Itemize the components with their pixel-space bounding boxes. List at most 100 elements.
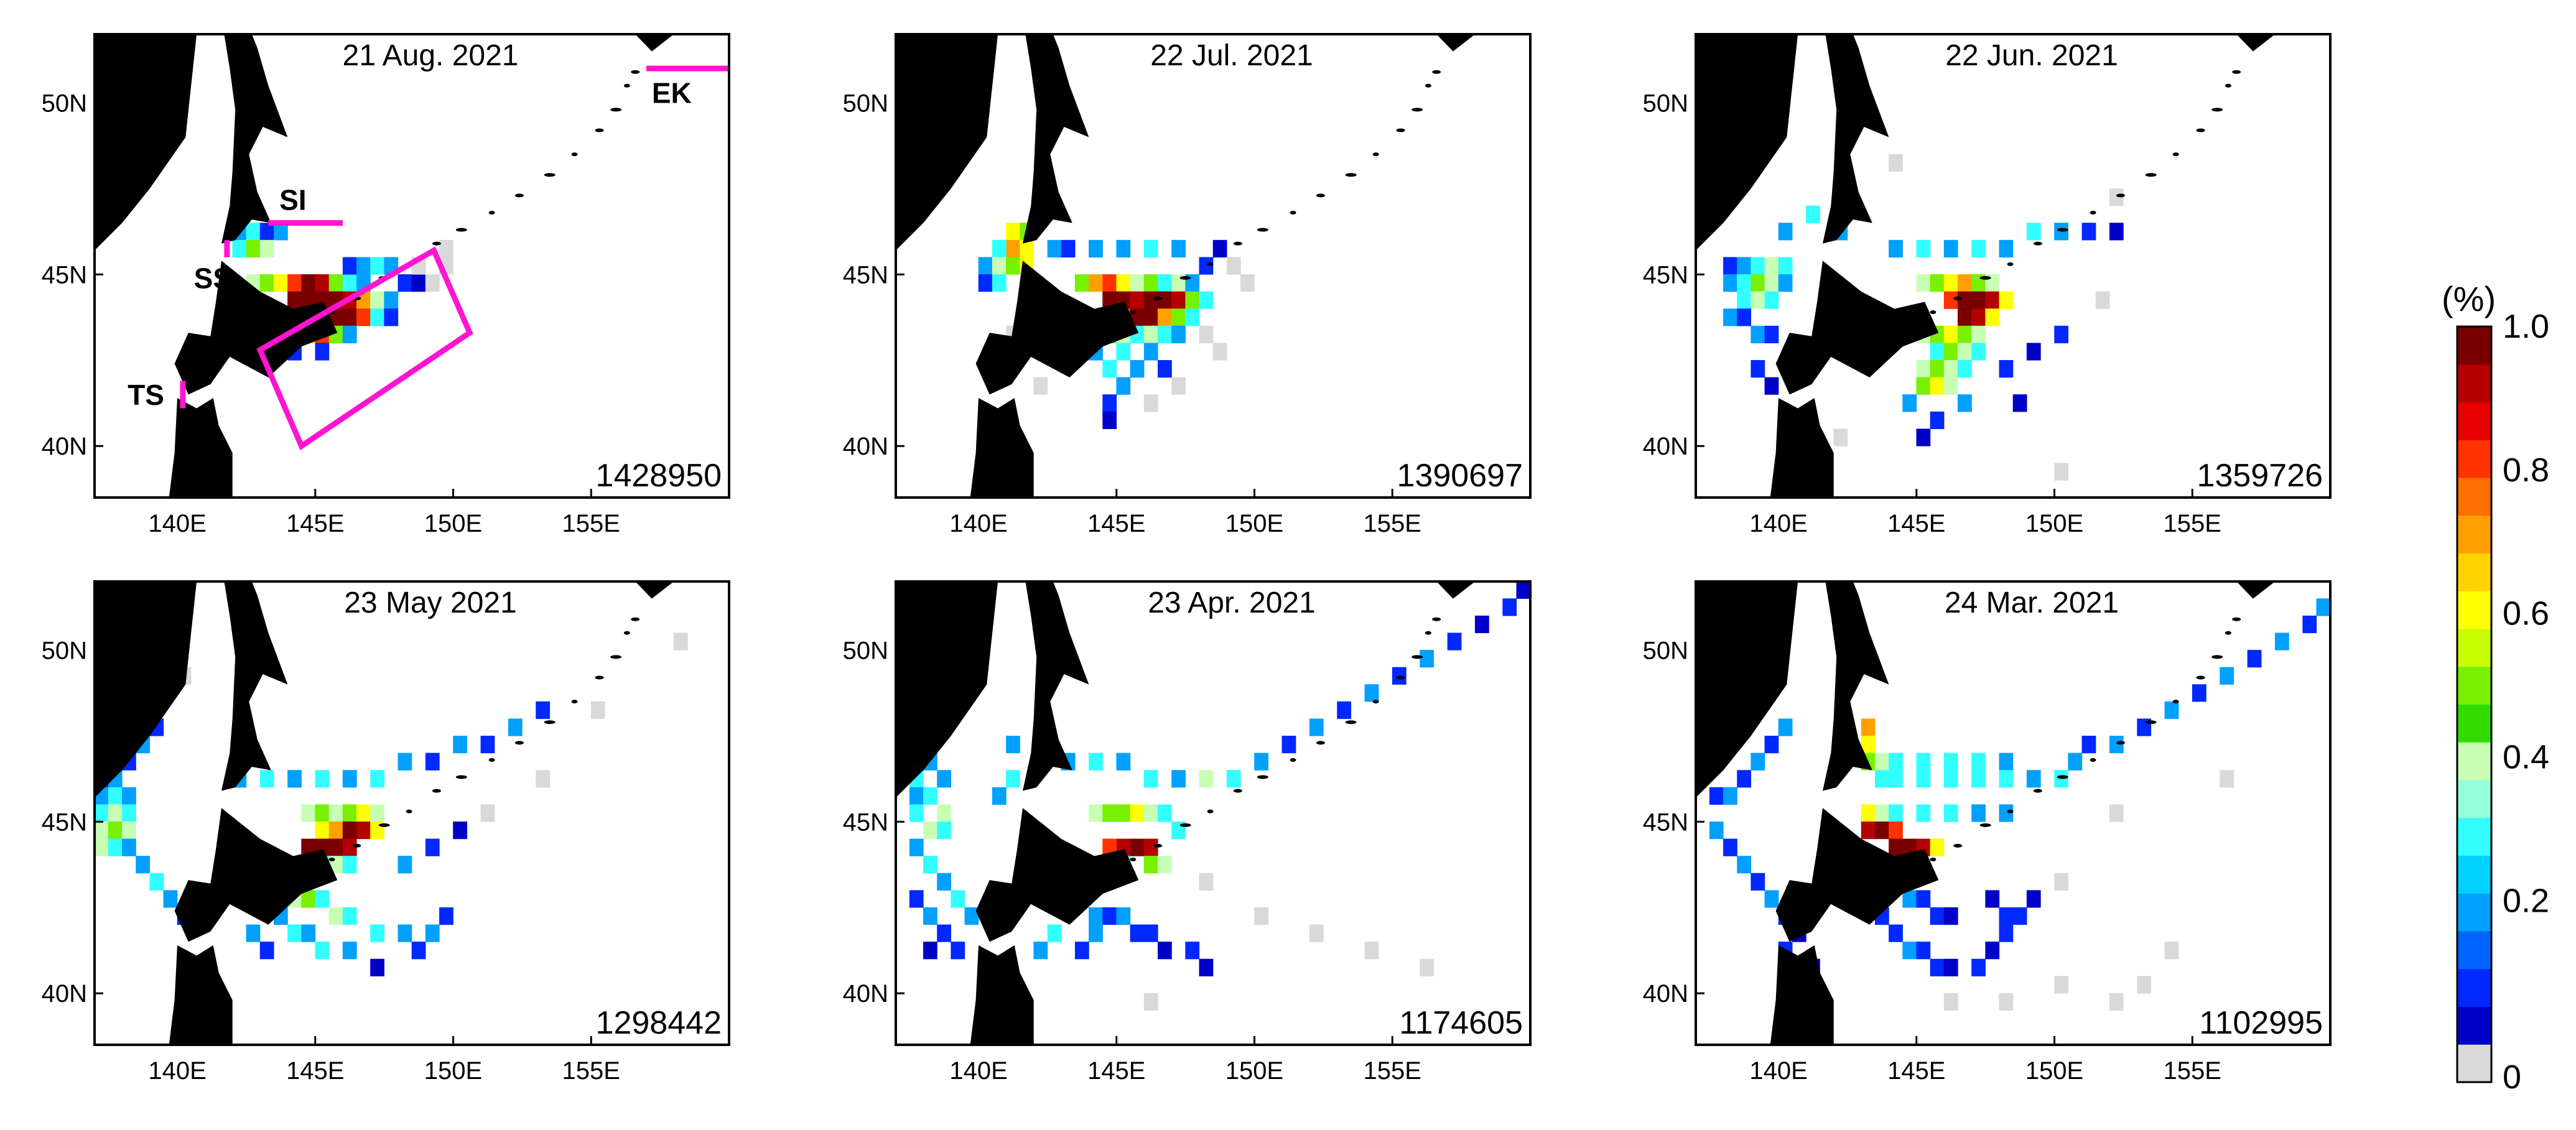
grid-cell [1364,942,1379,960]
x-tick-label: 150E [1225,1057,1283,1085]
kuril-island [2116,193,2125,198]
grid-cell [1889,924,1903,942]
grid-cell [342,325,357,343]
hokkaido-landmass [1775,261,1939,395]
grid-cell [425,753,440,771]
grid-cell [1764,377,1779,395]
grid-cell [246,239,261,258]
y-tick-label: 40N [1643,980,1688,1007]
grid-cell [1916,377,1931,395]
grid-cell [1158,274,1172,292]
grid-cell [1751,274,1765,292]
grid-cell [328,907,343,925]
grid-cell [356,821,371,840]
count-label: 1359726 [2197,458,2323,494]
grid-cell [480,804,495,822]
panel-label: (b) [901,37,939,72]
kuril-island [1233,241,1242,246]
x-tick-label: 150E [424,1057,482,1085]
mainland-landmass [896,34,998,251]
grid-cell [1143,308,1158,326]
grid-cell [1143,804,1158,822]
grid-cell [1916,770,1931,788]
grid-cell [1143,838,1158,856]
grid-cell [1102,274,1117,292]
grid-cell [1171,770,1186,788]
lag-label: -90d [1701,75,1758,108]
grid-cell [1943,377,1958,395]
grid-cell [356,804,371,822]
kuril-island [406,809,412,813]
grid-cell [1999,239,2014,258]
grid-cell [342,804,357,822]
grid-cell [1737,274,1751,292]
grid-cell [1943,770,1958,788]
grid-cell [259,942,274,960]
grid-cell [1971,291,1986,309]
x-tick-label: 145E [1087,510,1145,537]
grid-cell [1199,291,1214,309]
grid-cell [978,274,993,292]
grid-cell [1158,804,1172,822]
honshu-landmass [1770,945,1834,1045]
y-tick-label: 40N [42,433,87,460]
kuril-island [1179,823,1191,827]
region-label: SS [194,262,232,294]
kuril-island [631,617,640,621]
kuril-island [455,775,467,779]
grid-cell [1185,308,1200,326]
colorbar-unit: (%) [2442,279,2496,318]
grid-cell [1089,274,1103,292]
grid-cell [1737,291,1751,309]
grid-cell [1916,890,1931,908]
grid-cell [342,838,357,856]
honshu-landmass [1770,398,1834,498]
date-label: 21 Aug. 2021 [343,39,519,72]
y-tick-label: 45N [843,261,888,289]
grid-cell [453,821,467,840]
grid-cell [1916,359,1931,378]
grid-cell [1999,770,2014,788]
grid-cell [259,239,274,258]
kuril-island [1153,296,1163,300]
grid-cell [398,753,412,771]
grid-cell [2220,770,2234,788]
grid-cell [1364,684,1379,702]
grid-cell [1916,239,1931,258]
grid-cell [2220,667,2234,685]
grid-cell [909,804,924,822]
grid-cell [1089,239,1103,258]
sakhalin-landmass [1023,581,1089,791]
grid-cell [1737,856,1751,874]
kuril-island [2033,241,2042,246]
count-label: 1298442 [596,1005,722,1041]
map-area [1696,34,2330,498]
grid-cell [315,890,330,908]
grid-cell [95,821,109,840]
kuril-island [2033,789,2042,793]
hokkaido-landmass [1775,808,1939,942]
map-panel: 140E 145E 150E 155E 50N 45N 40N (b)-60d 22 Jul. … [843,33,1532,537]
grid-cell [370,291,384,309]
grid-cell [964,907,979,925]
y-tick-label: 40N [843,980,888,1007]
x-tick-label: 140E [949,510,1007,537]
grid-cell [536,770,551,788]
kuril-island [2196,675,2205,680]
grid-cell [2109,993,2124,1011]
kuril-island [1257,228,1268,232]
x-tick-label: 140E [1749,1057,1807,1085]
panel-label: (e) [901,585,939,619]
colorbar-tick-label: 1.0 [2503,308,2549,345]
grid-cell [1171,308,1186,326]
grid-cell [1943,753,1958,771]
grid-cell [232,239,247,258]
grid-cell [1971,753,1986,771]
grid-cell [453,736,467,754]
kuril-island [1345,720,1357,725]
grid-cell [1723,838,1737,856]
grid-cell [1943,804,1958,822]
panel-label: (a) [100,37,137,72]
kuril-island [1930,310,1937,314]
grid-cell [1874,821,1889,840]
